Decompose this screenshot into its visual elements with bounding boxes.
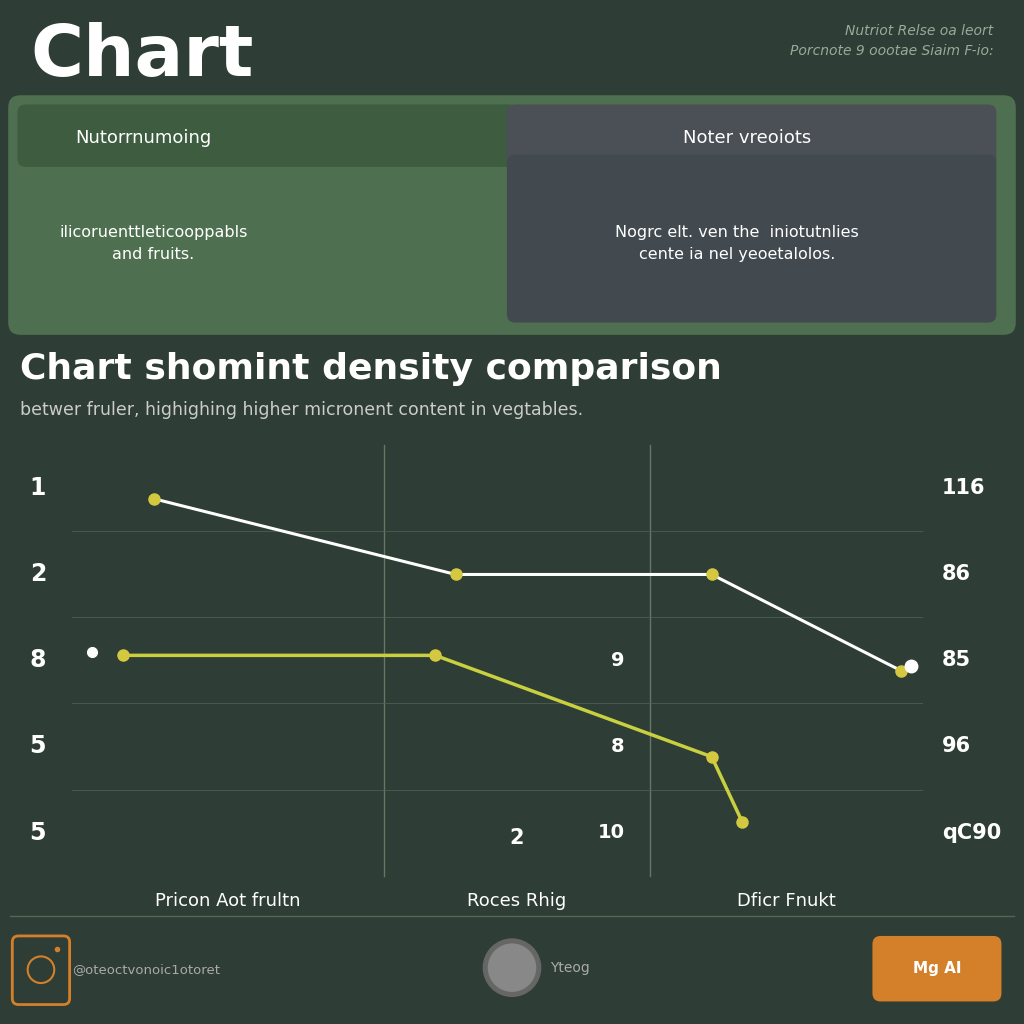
Text: @oteoctvonoic1otoret: @oteoctvonoic1otoret [72,964,220,976]
Text: 1: 1 [30,476,46,501]
Text: Pricon Aot frultn: Pricon Aot frultn [155,892,301,910]
Circle shape [483,939,541,996]
FancyBboxPatch shape [8,95,1016,335]
Text: Chart: Chart [31,22,254,91]
Text: betwer fruler, highighing higher micronent content in vegtables.: betwer fruler, highighing higher microne… [20,400,584,419]
Text: Dficr Fnukt: Dficr Fnukt [736,892,836,910]
Text: 116: 116 [942,478,985,499]
Text: Nutorrnumoing: Nutorrnumoing [75,129,212,147]
Text: 2: 2 [510,827,524,848]
Text: 86: 86 [942,564,971,585]
Text: Nutriot Relse oa leort: Nutriot Relse oa leort [845,24,993,38]
Text: Yteog: Yteog [550,961,590,975]
Text: 8: 8 [30,648,46,673]
Circle shape [488,944,536,991]
Text: 9: 9 [611,651,625,670]
Text: Nogrc elt. ven the  iniotutnlies
cente ia nel yeoetalolos.: Nogrc elt. ven the iniotutnlies cente ia… [615,225,859,262]
Text: 85: 85 [942,650,971,671]
FancyBboxPatch shape [507,155,996,323]
Text: Porcnote 9 oootae Siaim F-io:: Porcnote 9 oootae Siaim F-io: [790,44,993,58]
Text: Noter vreoiots: Noter vreoiots [683,129,812,147]
Text: Chart shomint density comparison: Chart shomint density comparison [20,351,722,386]
Text: 5: 5 [30,820,46,845]
Text: Mg AI: Mg AI [912,962,962,976]
FancyBboxPatch shape [17,104,517,167]
Text: 10: 10 [598,823,625,842]
Text: 8: 8 [611,737,625,756]
Text: Roces Rhig: Roces Rhig [468,892,566,910]
FancyBboxPatch shape [872,936,1001,1001]
Text: 5: 5 [30,734,46,759]
Text: ilicoruenttleticooppabls
and fruits.: ilicoruenttleticooppabls and fruits. [59,225,248,262]
FancyBboxPatch shape [507,104,996,167]
Text: qC90: qC90 [942,822,1001,843]
Text: 2: 2 [30,562,46,587]
Text: 96: 96 [942,736,971,757]
